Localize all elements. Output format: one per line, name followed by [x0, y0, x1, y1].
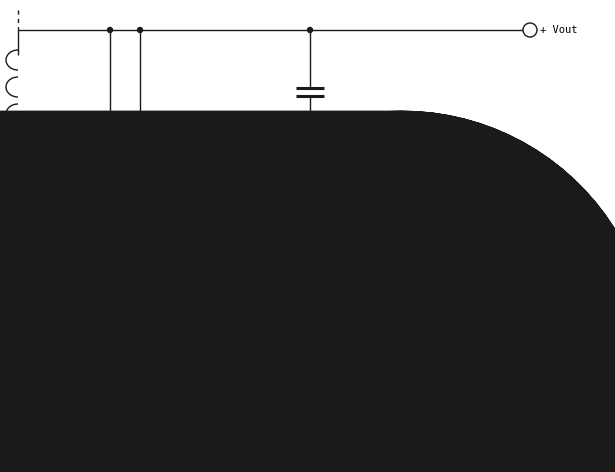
- Circle shape: [306, 291, 310, 295]
- Circle shape: [248, 291, 252, 295]
- Text: TH_CS_RESET: TH_CS_RESET: [322, 323, 365, 329]
- Text: +: +: [368, 250, 375, 259]
- Text: High dU/dt: High dU/dt: [456, 357, 515, 367]
- Text: U: U: [316, 213, 320, 222]
- Circle shape: [228, 291, 232, 295]
- Text: GND: GND: [540, 165, 559, 175]
- Text: CS_RESET: CS_RESET: [504, 293, 551, 303]
- Circle shape: [228, 221, 232, 225]
- Circle shape: [138, 27, 143, 33]
- Text: CS: CS: [210, 288, 220, 297]
- Text: + Vout: + Vout: [540, 25, 577, 35]
- Circle shape: [338, 291, 342, 295]
- Text: EEChina.com: EEChina.com: [495, 450, 560, 460]
- Text: +: +: [303, 303, 312, 313]
- Bar: [222, 215, 238, 231]
- Circle shape: [108, 291, 112, 295]
- Circle shape: [306, 221, 310, 225]
- Text: M1: M1: [114, 178, 126, 188]
- Bar: [222, 248, 238, 264]
- Text: To internal logic: To internal logic: [505, 263, 577, 272]
- Circle shape: [108, 27, 113, 33]
- Text: -: -: [306, 228, 310, 238]
- Text: −: −: [368, 232, 375, 241]
- Text: +: +: [368, 285, 375, 294]
- Bar: [222, 285, 238, 301]
- Text: −: −: [368, 302, 375, 311]
- Circle shape: [523, 23, 537, 37]
- Text: U: U: [316, 319, 320, 328]
- Circle shape: [308, 168, 312, 172]
- Text: SR MOSFET: SR MOSFET: [75, 121, 156, 135]
- Circle shape: [358, 291, 362, 295]
- Text: CS_OFF: CS_OFF: [504, 258, 539, 269]
- Circle shape: [108, 360, 112, 364]
- Bar: [340, 345, 398, 379]
- Circle shape: [296, 296, 320, 320]
- Circle shape: [523, 163, 537, 177]
- Text: Detector: Detector: [346, 364, 392, 374]
- Text: TH_CS_ON: TH_CS_ON: [322, 218, 355, 224]
- Text: +: +: [279, 222, 285, 231]
- Text: dU/dt: dU/dt: [354, 350, 384, 360]
- Text: +: +: [368, 215, 375, 224]
- Text: CS_ON: CS_ON: [504, 222, 533, 234]
- Text: −: −: [368, 267, 375, 276]
- Text: GND: GND: [205, 219, 220, 228]
- Circle shape: [296, 221, 320, 245]
- Text: -: -: [280, 296, 284, 306]
- Text: DRV: DRV: [205, 252, 220, 261]
- Circle shape: [308, 27, 312, 33]
